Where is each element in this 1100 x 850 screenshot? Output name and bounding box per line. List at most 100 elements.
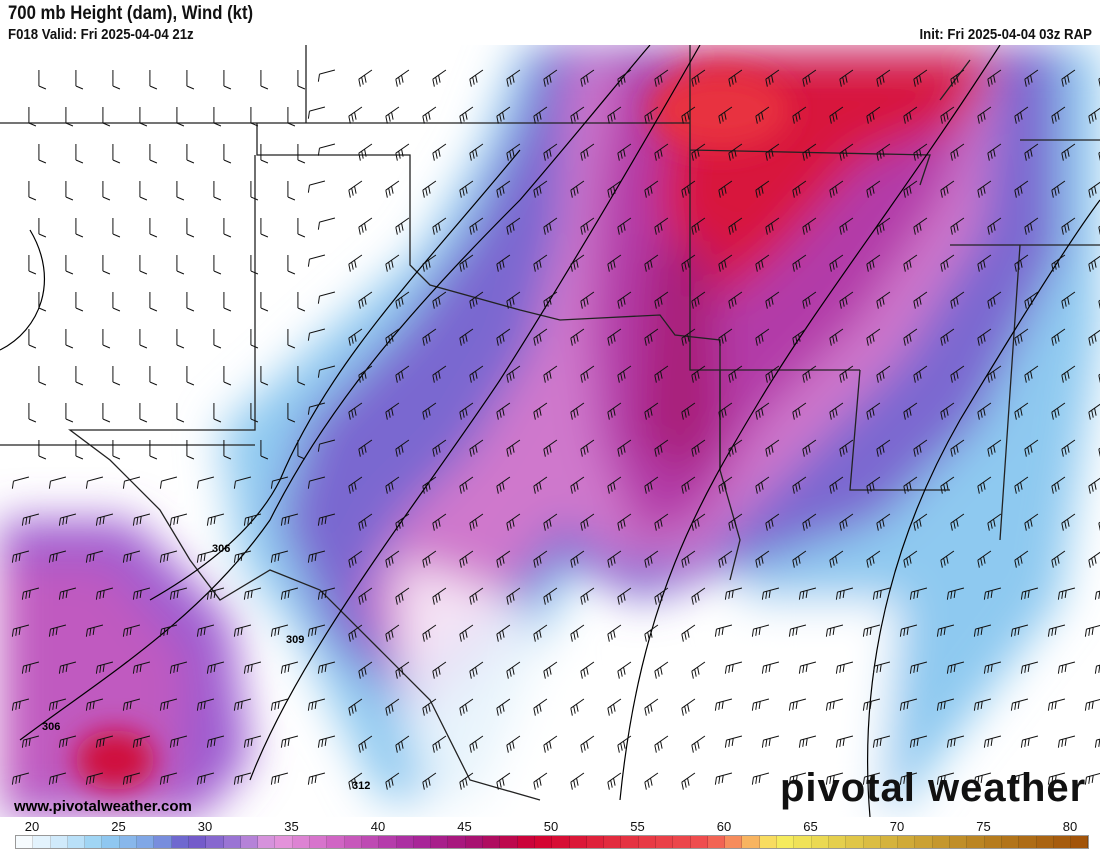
wind-barb <box>755 550 770 568</box>
wind-barb <box>176 255 185 275</box>
wind-barb <box>617 439 632 457</box>
pivotal-weather-logo: pivotal weather <box>780 766 1087 810</box>
colorbar-swatch <box>327 836 345 848</box>
wind-barb <box>977 254 992 272</box>
wind-barb <box>755 476 770 494</box>
wind-barb <box>65 255 74 275</box>
wind-barb <box>422 550 437 568</box>
wind-barb <box>876 217 891 235</box>
wind-barb <box>307 402 326 415</box>
wind-barb <box>1047 698 1066 711</box>
colorbar-swatch <box>206 836 224 848</box>
wind-barb <box>654 69 669 87</box>
wind-barb <box>862 698 881 711</box>
wind-barb <box>317 735 336 748</box>
wind-barb <box>654 661 669 679</box>
wind-barb <box>617 291 632 309</box>
wind-barb <box>570 328 585 346</box>
wind-barb <box>317 439 336 452</box>
wind-barb <box>829 254 844 272</box>
wind-barb <box>186 366 195 386</box>
wind-barb <box>644 402 659 420</box>
wind-barb <box>358 735 373 753</box>
wind-barb <box>307 180 326 193</box>
colorbar-swatch <box>707 836 726 848</box>
colorbar-swatch <box>811 836 829 848</box>
wind-barb <box>983 661 1002 674</box>
wind-barb <box>358 439 373 457</box>
wind-barb <box>1084 624 1100 637</box>
colorbar-label: 50 <box>543 819 559 834</box>
wind-barb <box>654 513 669 531</box>
wind-barb <box>872 661 891 674</box>
wind-barb <box>977 106 992 124</box>
wind-barb <box>297 70 306 90</box>
wind-barb <box>950 439 965 457</box>
wind-barb <box>48 476 67 489</box>
wind-barb <box>607 254 622 272</box>
wind-barb <box>728 217 743 235</box>
wind-barb <box>169 587 188 600</box>
wind-barb <box>385 402 400 420</box>
wind-barb <box>1088 550 1100 568</box>
wind-barb <box>122 476 141 489</box>
wind-barb <box>159 698 178 711</box>
site-url[interactable]: www.pivotalweather.com <box>14 798 192 815</box>
wind-barb <box>1057 661 1076 674</box>
wind-barb <box>186 440 195 460</box>
wind-barb <box>977 402 992 420</box>
wind-barb <box>496 772 511 790</box>
weather-map[interactable]: 306 309 312 306 <box>0 45 1100 817</box>
wind-barb <box>909 735 928 748</box>
wind-barb <box>946 661 965 674</box>
wind-barb <box>570 624 585 642</box>
wind-barb <box>913 143 928 161</box>
wind-barb <box>122 550 141 563</box>
wind-barb <box>580 735 595 753</box>
wind-barb <box>307 624 326 637</box>
wind-barb <box>348 328 363 346</box>
wind-barb <box>422 698 437 716</box>
wind-barb <box>876 291 891 309</box>
wind-barb <box>58 661 77 674</box>
wind-barb <box>1061 439 1076 457</box>
wind-barb <box>58 735 77 748</box>
wind-barb <box>728 513 743 531</box>
colorbar-label: 60 <box>716 819 732 834</box>
colorbar-swatch <box>967 836 985 848</box>
wind-barb <box>580 69 595 87</box>
wind-barb <box>95 513 114 526</box>
wind-barb <box>946 587 965 600</box>
wind-barb <box>112 366 121 386</box>
colorbar-swatch <box>1071 836 1089 848</box>
wind-barb <box>213 181 222 201</box>
colorbar-swatch <box>673 836 691 848</box>
wind-barb <box>139 181 148 201</box>
wind-barb <box>681 772 696 790</box>
wind-barb <box>422 624 437 642</box>
colorbar-label: 65 <box>803 819 818 834</box>
wind-barb <box>617 217 632 235</box>
wind-barb <box>829 476 844 494</box>
wind-barb <box>385 624 400 642</box>
wind-barb <box>1024 513 1039 531</box>
wind-barb <box>496 180 511 198</box>
wind-barb <box>358 513 373 531</box>
wind-barb <box>1088 106 1100 124</box>
wind-barb <box>681 698 696 716</box>
wind-barb <box>176 107 185 127</box>
wind-barb <box>1010 772 1029 785</box>
wind-barb <box>206 661 225 674</box>
wind-barb <box>95 661 114 674</box>
wind-barb <box>580 439 595 457</box>
wind-barb <box>260 144 269 164</box>
wind-barb <box>940 328 955 346</box>
wind-barb <box>728 365 743 383</box>
wind-barb <box>297 366 306 386</box>
wind-barb <box>862 624 881 637</box>
wind-barb <box>903 106 918 124</box>
wind-barb <box>28 329 37 349</box>
wind-barb <box>876 143 891 161</box>
wind-barb <box>112 440 121 460</box>
colorbar-swatch <box>85 836 103 848</box>
